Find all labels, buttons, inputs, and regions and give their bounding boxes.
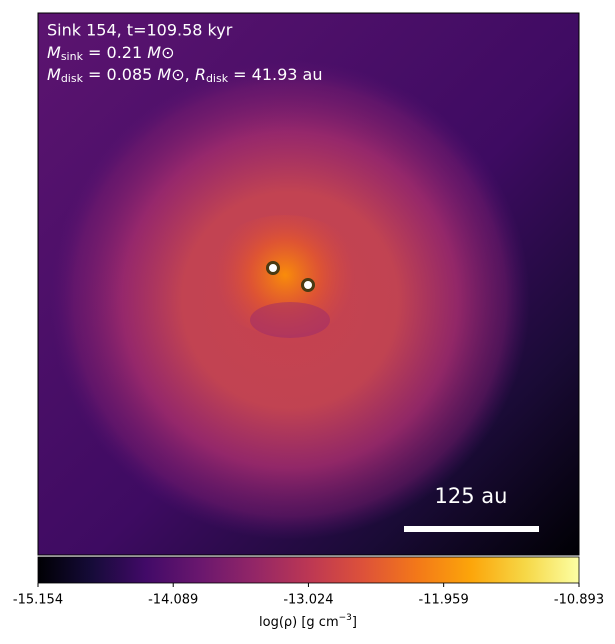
- sink: [266, 261, 280, 275]
- text-part: M: [47, 65, 61, 84]
- scale-bar: [404, 526, 539, 532]
- sink: [301, 278, 315, 292]
- text-part: R: [195, 65, 206, 84]
- text-part: ⊙: [171, 65, 184, 84]
- colorbar-label: log(ρ) [g cm−3]: [259, 613, 357, 630]
- frame: [37, 12, 580, 556]
- text-part: M: [157, 65, 171, 84]
- text-part: sink: [61, 50, 84, 63]
- text-part: ]: [352, 615, 357, 630]
- text-part: = 41.93 au: [228, 65, 322, 84]
- sink-mass: Msink = 0.21 M⊙: [47, 43, 174, 64]
- text-part: −3: [339, 613, 352, 623]
- tick-label: -14.089: [148, 593, 198, 608]
- tick-label: -10.893: [554, 593, 604, 608]
- text-part: M: [47, 43, 61, 62]
- text-part: = 0.21: [83, 43, 147, 62]
- scale-bar-label: 125 au: [435, 484, 508, 508]
- text-part: M: [147, 43, 161, 62]
- text-part: ,: [185, 65, 195, 84]
- title-line: Sink 154, t=109.58 kyr: [47, 21, 233, 40]
- density-map: [38, 13, 579, 555]
- disk-props: Mdisk = 0.085 M⊙, Rdisk = 41.93 au: [47, 65, 323, 86]
- text-part: log(ρ) [g cm: [259, 615, 339, 630]
- text-part: disk: [206, 72, 229, 85]
- tick-label: -15.154: [13, 593, 63, 608]
- text-part: ⊙: [161, 43, 174, 62]
- tick-label: -13.024: [283, 593, 333, 608]
- tick-label: -11.959: [419, 593, 469, 608]
- text-part: = 0.085: [83, 65, 157, 84]
- text-part: disk: [61, 72, 84, 85]
- colorbar: [37, 556, 580, 584]
